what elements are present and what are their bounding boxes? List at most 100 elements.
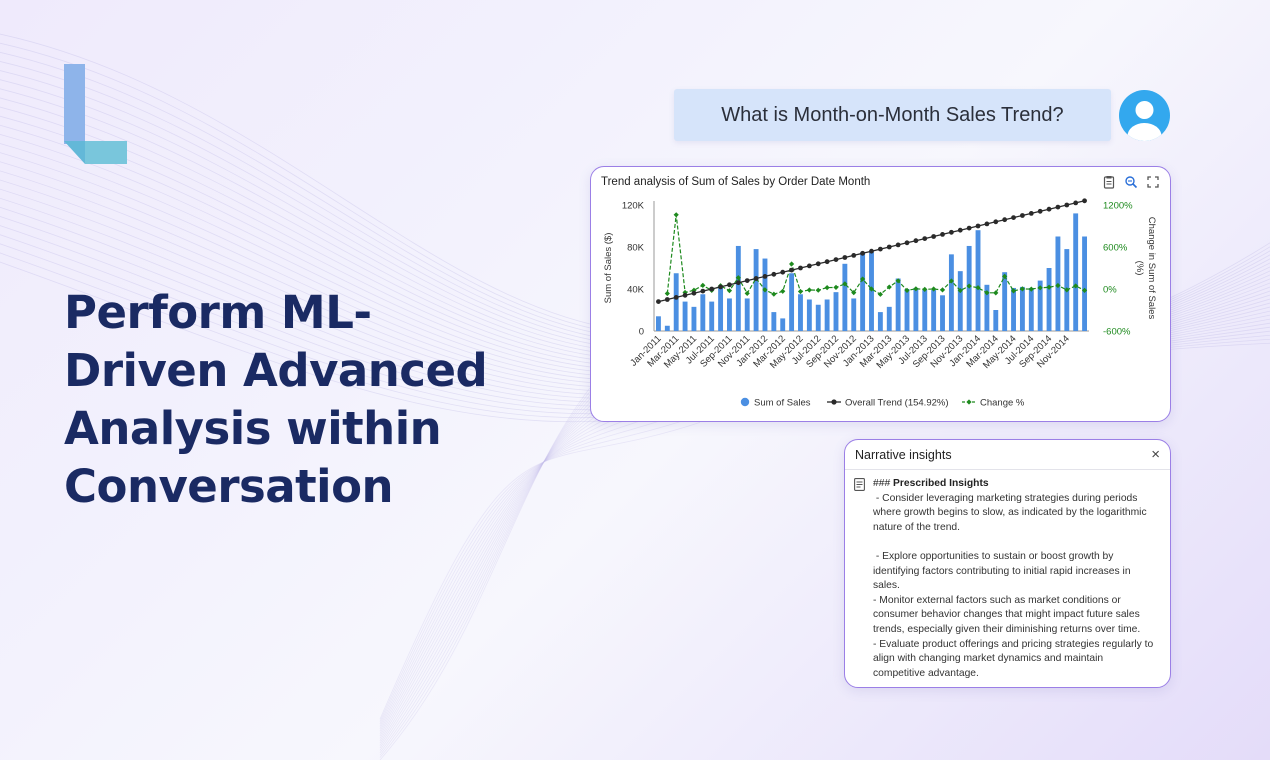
bar — [940, 295, 945, 331]
chart-toolbar — [1102, 175, 1160, 189]
overall-trend-point — [833, 257, 839, 262]
background-wave-line — [379, 414, 701, 722]
bar — [655, 316, 661, 331]
y2-axis-title: Change in Sum of Sales — [1146, 217, 1157, 320]
y2-tick-label: 600% — [1103, 243, 1128, 254]
change-percent-point — [877, 291, 883, 297]
user-icon — [1127, 101, 1162, 141]
bar — [744, 298, 750, 331]
change-percent-point — [895, 278, 901, 284]
bar — [913, 287, 919, 331]
change-percent-point — [1073, 283, 1079, 289]
y-tick-label: 80K — [627, 243, 645, 254]
bar — [727, 298, 732, 331]
change-percent-point — [1055, 282, 1061, 289]
change-percent-point — [789, 261, 795, 267]
overall-trend-point — [957, 227, 963, 233]
bar — [975, 230, 981, 331]
insights-title: Narrative insights — [855, 447, 952, 462]
overall-trend-point — [762, 274, 768, 279]
y-tick-label: 40K — [627, 285, 645, 296]
overall-trend-point — [1046, 206, 1052, 212]
overall-trend-point — [1011, 215, 1016, 220]
overall-trend-point — [877, 246, 883, 252]
overall-trend-point — [993, 219, 999, 225]
insight-line: identifying factors contributing to init… — [873, 565, 1131, 577]
overall-trend-point — [700, 288, 706, 294]
sales-trend-chart: 0 40K 80K 120K -600% 0% 600% 1200% Sum of Sales … — [603, 198, 1157, 409]
clipboard-icon[interactable] — [1102, 175, 1116, 189]
bar — [709, 301, 715, 331]
bar — [673, 273, 679, 331]
bar — [957, 271, 963, 331]
overall-trend-point — [656, 299, 661, 304]
background-wave-line — [379, 407, 701, 725]
change-percent-point — [975, 285, 981, 291]
change-percent-point — [1037, 285, 1043, 291]
bar — [1011, 287, 1016, 331]
narrative-insights-panel: Narrative insights × ### Prescribed Insi… — [844, 439, 1171, 688]
overall-trend-point — [824, 259, 830, 265]
overall-trend-point — [984, 221, 990, 227]
insight-line: - Explore opportunities to sustain or bo… — [873, 550, 1114, 562]
bar — [895, 278, 901, 331]
bar — [1082, 236, 1088, 331]
overall-trend-point — [975, 223, 981, 229]
y2-tick-label: 0% — [1103, 285, 1117, 296]
overall-trend-point — [753, 276, 759, 281]
change-percent-point — [744, 290, 750, 296]
overall-trend-point — [709, 286, 715, 292]
overall-trend-point — [860, 250, 866, 256]
y-tick-label: 120K — [622, 201, 645, 212]
document-icon — [854, 478, 865, 491]
change-percent-line — [666, 214, 1085, 296]
bar — [789, 273, 795, 331]
bar — [664, 325, 670, 331]
overall-trend-point — [842, 255, 848, 260]
change-percent-point — [1081, 287, 1088, 293]
y-tick-label: 0 — [639, 327, 644, 338]
close-icon[interactable]: × — [1151, 446, 1160, 463]
overall-trend-point — [718, 284, 723, 290]
overall-trend-point — [966, 225, 972, 231]
bar — [993, 310, 999, 331]
change-percent-point — [664, 290, 670, 297]
change-percent-point — [797, 288, 804, 295]
bar — [851, 298, 857, 331]
overall-trend-point — [1028, 211, 1034, 216]
zoom-icon[interactable] — [1124, 175, 1138, 189]
insight-line: competitive advantage. — [873, 667, 979, 679]
bar — [753, 249, 759, 331]
change-percent-point — [780, 288, 786, 294]
change-percent-point — [1010, 288, 1017, 294]
insight-line: trends, especially given their diminishi… — [873, 623, 1141, 635]
overall-trend-point — [851, 253, 857, 258]
bar — [806, 299, 812, 331]
y-axis-title: Sum of Sales ($) — [603, 233, 614, 304]
bar — [984, 284, 990, 331]
fullscreen-icon[interactable] — [1146, 175, 1160, 189]
insights-header: Narrative insights × — [845, 440, 1170, 470]
insight-line: where growth begins to slow, as indicate… — [873, 507, 1147, 519]
overall-trend-point — [744, 278, 750, 283]
change-percent-point — [984, 290, 990, 296]
bar — [922, 290, 928, 331]
overall-trend-point — [922, 236, 928, 241]
bar — [833, 292, 839, 331]
overall-trend-point — [664, 297, 670, 302]
legend-marker-trend — [831, 399, 837, 405]
change-percent-point — [1002, 273, 1008, 279]
overall-trend-point — [1002, 217, 1008, 223]
legend-label: Change % — [980, 398, 1025, 409]
overall-trend-point — [691, 290, 697, 296]
overall-trend-point — [913, 238, 919, 244]
overall-trend-point — [1020, 213, 1025, 218]
change-percent-point — [860, 276, 866, 282]
change-percent-point — [673, 212, 679, 218]
background-wave-line — [379, 400, 701, 727]
bar — [691, 306, 697, 331]
change-percent-point — [1064, 287, 1070, 293]
change-percent-point — [939, 287, 946, 293]
overall-trend-point — [931, 234, 937, 239]
brand-logo — [64, 64, 127, 164]
